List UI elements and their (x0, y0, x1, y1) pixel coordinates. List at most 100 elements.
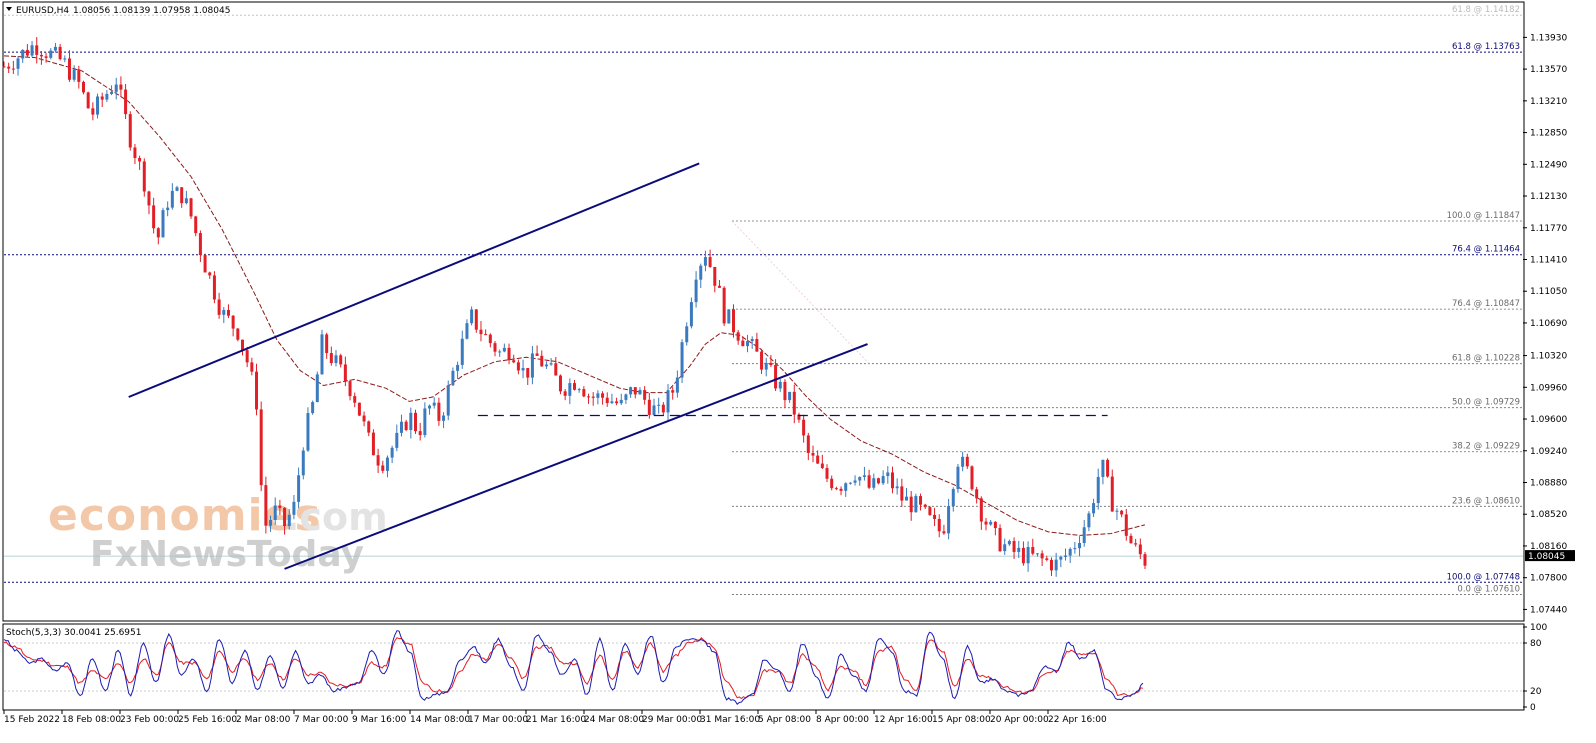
candle-body (1059, 556, 1063, 560)
candle-body (619, 399, 623, 404)
candle-body (428, 405, 432, 409)
candle-body (544, 364, 548, 367)
fib-trend-guide (731, 220, 870, 364)
candle-body (175, 187, 179, 191)
candle-body (465, 323, 469, 339)
candle-body (2, 66, 6, 68)
candle-body (526, 368, 530, 378)
stoch-y-tick-label: 20 (1530, 687, 1542, 697)
current-price-tag: 1.08045 (1525, 550, 1575, 562)
candle-body (460, 338, 464, 365)
candle-body (470, 309, 474, 324)
candle-body (451, 370, 455, 386)
candle-body (329, 353, 333, 363)
candle-body (81, 81, 85, 93)
candle-body (881, 476, 885, 484)
candle-body (442, 415, 446, 421)
x-tick-label: 20 Apr 00:00 (990, 715, 1049, 725)
candle-body (166, 207, 170, 211)
candle-body (63, 58, 67, 60)
candle-body (325, 334, 329, 354)
candle-body (208, 272, 212, 276)
candle-body (49, 50, 53, 58)
candle-body (605, 397, 609, 404)
y-tick-label: 1.13570 (1530, 65, 1567, 75)
x-tick-label: 29 Mar 00:00 (642, 715, 702, 725)
fib-major-label: 61.8 @ 1.14182 (1452, 5, 1520, 15)
x-tick-label: 9 Mar 16:00 (352, 715, 407, 725)
candle-body (58, 46, 62, 60)
candle-body (1007, 541, 1011, 545)
x-tick-label: 18 Feb 08:00 (62, 715, 121, 725)
candle-body (180, 187, 184, 204)
fib-major-label: 100.0 @ 1.07748 (1447, 572, 1520, 582)
x-tick-label: 17 Mar 00:00 (468, 715, 528, 725)
candle-body (563, 391, 567, 396)
candle-body (848, 482, 852, 484)
candle-body (675, 377, 679, 393)
candle-body (1120, 510, 1124, 515)
candle-body (722, 287, 726, 324)
candle-body (703, 257, 707, 266)
candle-body (170, 190, 174, 208)
x-tick-label: 15 Apr 08:00 (932, 715, 991, 725)
candle-body (909, 496, 913, 513)
candle-body (769, 362, 773, 366)
y-tick-label: 1.08520 (1530, 510, 1567, 520)
candle-body (638, 390, 642, 395)
candle-body (301, 450, 305, 476)
candle-body (708, 257, 712, 267)
fib-level-label: 38.2 @ 1.09229 (1452, 442, 1520, 452)
candle-body (591, 396, 595, 398)
candle-body (105, 93, 109, 100)
candle-body (951, 489, 955, 507)
y-tick-label: 1.09600 (1530, 415, 1567, 425)
candle-body (549, 363, 553, 365)
y-tick-label: 1.10690 (1530, 319, 1567, 329)
candle-body (933, 514, 937, 519)
candle-body (984, 521, 988, 525)
candle-body (1096, 476, 1100, 504)
candle-body (474, 309, 478, 330)
y-tick-label: 1.11770 (1530, 224, 1567, 234)
candle-body (806, 435, 810, 453)
candle-body (376, 455, 380, 466)
candle-body (35, 45, 39, 55)
x-tick-label: 15 Feb 2022 (4, 715, 60, 725)
candle-body (615, 401, 619, 404)
candle-body (446, 385, 450, 416)
candle-body (498, 351, 502, 353)
y-tick-label: 1.12850 (1530, 129, 1567, 139)
candle-body (245, 350, 249, 363)
candle-body (666, 390, 670, 413)
candle-body (21, 49, 25, 59)
candle-body (156, 228, 160, 238)
candle-body (124, 89, 128, 115)
candle-body (353, 396, 357, 403)
candle-body (610, 401, 614, 404)
current-price-label: 1.08045 (1528, 552, 1565, 562)
candle-body (820, 463, 824, 469)
candle-body (596, 393, 600, 398)
y-tick-label: 1.13210 (1530, 97, 1567, 107)
candle-body (554, 363, 558, 376)
x-tick-label: 22 Apr 16:00 (1048, 715, 1107, 725)
candle-body (947, 506, 951, 534)
candle-body (334, 355, 338, 363)
candle-body (1035, 553, 1039, 555)
candle-body (647, 399, 651, 415)
candle-body (577, 389, 581, 391)
candle-body (152, 205, 156, 229)
candle-body (269, 519, 273, 526)
candle-body (222, 309, 226, 315)
candle-body (900, 486, 904, 501)
candle-body (1068, 548, 1072, 556)
candle-body (217, 299, 221, 315)
candle-body (437, 402, 441, 421)
candle-body (278, 505, 282, 508)
chevron-down-icon[interactable] (6, 7, 12, 11)
candle-body (231, 315, 235, 329)
candle-body (1031, 546, 1035, 554)
candle-body (797, 414, 801, 420)
stoch-y-tick-label: 80 (1530, 639, 1542, 649)
